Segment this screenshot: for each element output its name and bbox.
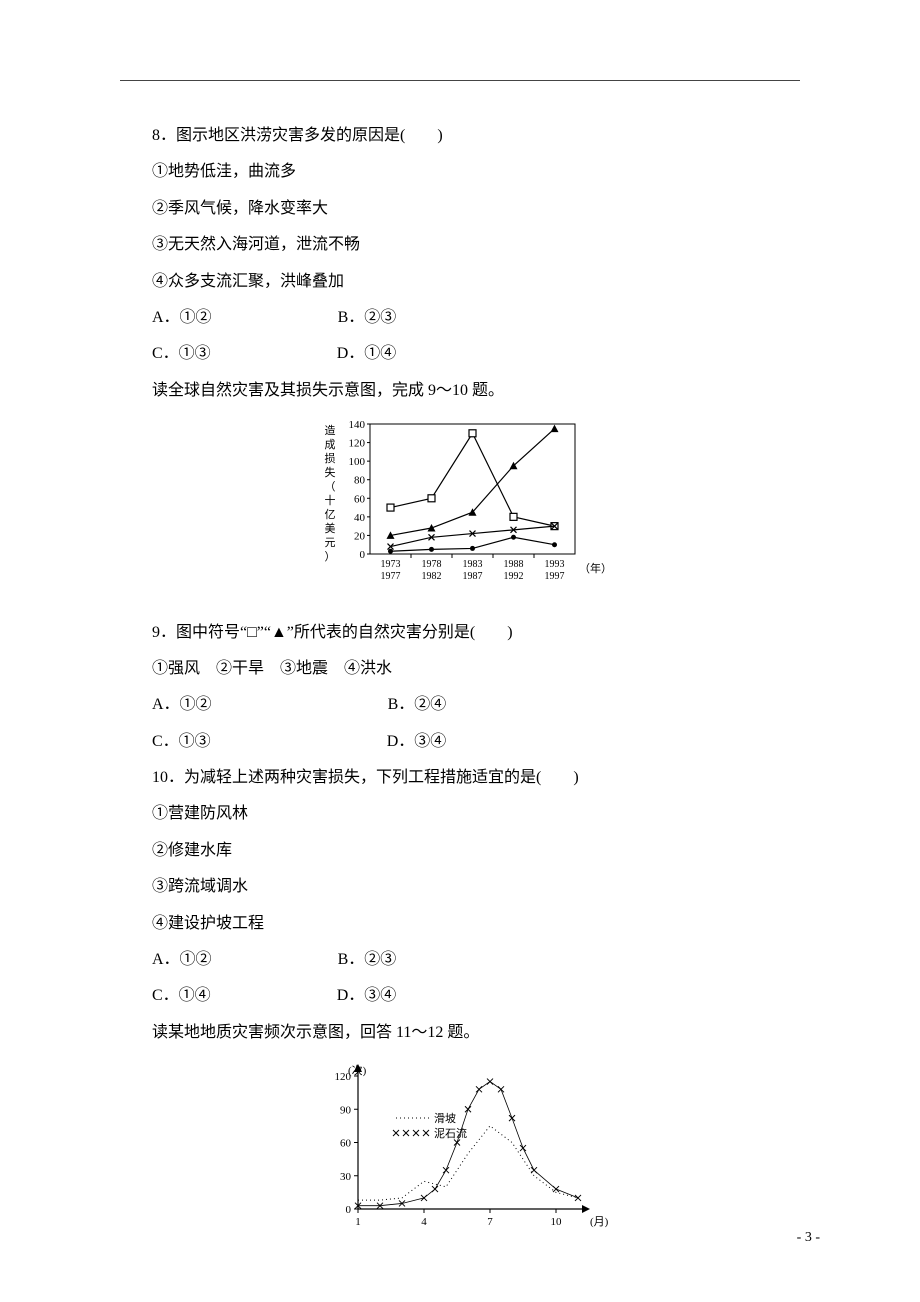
q8-row-cd: C．①③ D．①④ — [120, 339, 800, 369]
q8-a: A．①② — [152, 309, 212, 326]
svg-text:亿: 亿 — [325, 508, 336, 521]
svg-text:1992: 1992 — [504, 571, 524, 582]
svg-text:成: 成 — [325, 438, 336, 451]
geohazard-frequency-chart: 0306090120(次)14710(月)滑坡泥石流 — [310, 1056, 610, 1231]
svg-text:0: 0 — [346, 1204, 352, 1216]
svg-text:40: 40 — [354, 512, 366, 524]
q8-stem: 8．图示地区洪涝灾害多发的原因是( ) — [120, 121, 800, 151]
svg-text:1978: 1978 — [422, 559, 442, 570]
q10-row-ab: A．①② B．②③ — [120, 945, 800, 975]
top-rule — [120, 80, 800, 81]
q9-stem: 9．图中符号“□”“▲”所代表的自然灾害分别是( ) — [120, 618, 800, 648]
svg-text:1987: 1987 — [463, 571, 483, 582]
q8-c: C．①③ — [152, 345, 211, 362]
svg-text:(次): (次) — [348, 1063, 367, 1077]
svg-text:30: 30 — [340, 1171, 352, 1183]
q9-d: D．③④ — [355, 727, 447, 757]
svg-text:1977: 1977 — [381, 571, 401, 582]
page-number: - 3 - — [797, 1225, 820, 1252]
q8-opt2: ②季风气候，降水变率大 — [120, 194, 800, 224]
chart1-container: 0204060801001201401973197719781982198319… — [120, 414, 800, 605]
svg-text:元: 元 — [325, 537, 336, 549]
q10-opt1: ①营建防风林 — [120, 799, 800, 829]
svg-text:(月): (月) — [590, 1216, 609, 1228]
svg-text:4: 4 — [421, 1216, 427, 1228]
q10-b: B．②③ — [306, 945, 397, 975]
q10-opt4: ④建设护坡工程 — [120, 909, 800, 939]
svg-text:（: （ — [325, 480, 336, 493]
q10-d: D．③④ — [305, 981, 397, 1011]
q10-opt2: ②修建水库 — [120, 836, 800, 866]
q10-a: A．①② — [152, 951, 212, 968]
q10-row-cd: C．①④ D．③④ — [120, 981, 800, 1011]
svg-text:）: ） — [325, 550, 336, 563]
svg-text:60: 60 — [340, 1138, 352, 1150]
svg-text:造: 造 — [325, 423, 336, 437]
svg-text:1973: 1973 — [381, 559, 401, 570]
q9-row-ab: A．①② B．②④ — [120, 690, 800, 720]
svg-text:80: 80 — [354, 475, 366, 487]
chart2-container: 0306090120(次)14710(月)滑坡泥石流 — [120, 1056, 800, 1242]
svg-text:损: 损 — [325, 451, 336, 465]
svg-text:美: 美 — [325, 522, 336, 535]
svg-text:10: 10 — [551, 1216, 563, 1228]
intro-9-10: 读全球自然灾害及其损失示意图，完成 9～10 题。 — [120, 376, 800, 406]
q8-opt1: ①地势低洼，曲流多 — [120, 157, 800, 187]
svg-text:1: 1 — [355, 1216, 361, 1228]
svg-text:1988: 1988 — [504, 559, 524, 570]
q9-c: C．①③ — [152, 733, 211, 750]
q9-a: A．①② — [152, 696, 212, 713]
svg-text:（年）: （年） — [579, 561, 605, 575]
q8-d: D．①④ — [305, 339, 397, 369]
q8-row-ab: A．①② B．②③ — [120, 303, 800, 333]
disaster-loss-chart: 0204060801001201401973197719781982198319… — [315, 414, 605, 594]
svg-text:20: 20 — [354, 531, 366, 543]
q8-b: B．②③ — [306, 303, 397, 333]
q8-opt3: ③无天然入海河道，泄流不畅 — [120, 230, 800, 260]
q9-opts: ①强风 ②干旱 ③地震 ④洪水 — [120, 654, 800, 684]
svg-text:1993: 1993 — [545, 559, 565, 570]
q10-stem: 10．为减轻上述两种灾害损失，下列工程措施适宜的是( ) — [120, 763, 800, 793]
intro-11-12: 读某地地质灾害频次示意图，回答 11～12 题。 — [120, 1018, 800, 1048]
svg-text:140: 140 — [349, 419, 366, 431]
svg-text:60: 60 — [354, 493, 366, 505]
svg-text:120: 120 — [349, 438, 366, 450]
svg-text:90: 90 — [340, 1104, 352, 1116]
q9-b: B．②④ — [356, 690, 447, 720]
svg-text:7: 7 — [487, 1216, 493, 1228]
svg-text:0: 0 — [360, 549, 366, 561]
q9-row-cd: C．①③ D．③④ — [120, 727, 800, 757]
svg-text:100: 100 — [349, 456, 366, 468]
q8-opt4: ④众多支流汇聚，洪峰叠加 — [120, 267, 800, 297]
q10-opt3: ③跨流域调水 — [120, 872, 800, 902]
svg-text:失: 失 — [325, 466, 336, 479]
svg-text:1983: 1983 — [463, 559, 483, 570]
svg-text:1997: 1997 — [545, 571, 565, 582]
svg-text:滑坡: 滑坡 — [434, 1112, 456, 1125]
svg-text:十: 十 — [325, 493, 336, 507]
svg-text:1982: 1982 — [422, 571, 442, 582]
q10-c: C．①④ — [152, 987, 211, 1004]
